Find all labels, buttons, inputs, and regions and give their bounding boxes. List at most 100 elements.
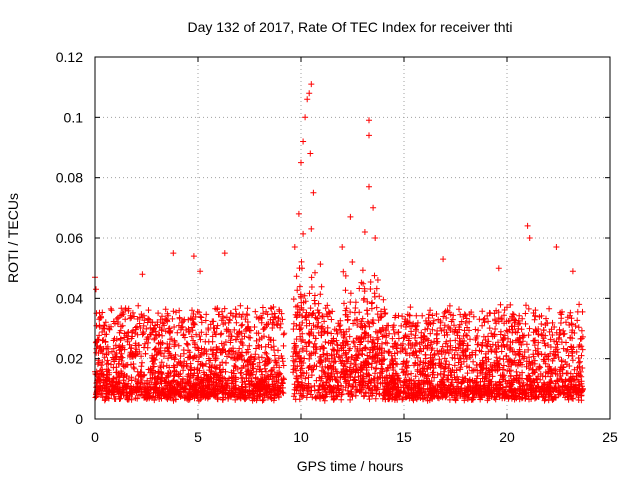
data-point [170,364,177,371]
data-point [134,378,141,385]
x-tick-label: 15 [396,429,412,445]
data-point [257,391,264,398]
data-point [297,333,304,340]
data-point [346,347,352,354]
data-point [183,381,190,387]
data-point [428,359,435,366]
data-point [577,372,583,379]
data-point [198,376,205,383]
data-point [574,308,581,315]
data-point [393,344,400,351]
data-point [323,379,330,385]
data-point [378,370,385,377]
data-point [477,396,484,403]
data-point [239,311,246,318]
data-point [485,318,492,325]
data-point [194,365,201,372]
data-point [279,316,286,323]
data-point [469,349,476,356]
data-point [292,384,299,391]
data-point [493,354,500,361]
data-point [135,372,142,379]
data-point [176,391,183,398]
data-point [351,361,358,368]
data-point [442,340,449,347]
data-point [398,342,404,349]
data-point [128,329,135,336]
data-point [233,310,240,317]
data-point [189,327,196,334]
data-point [99,329,106,335]
data-point [519,332,526,339]
data-point [125,307,132,314]
data-point [364,352,371,359]
data-point [474,333,481,339]
data-point [237,338,244,345]
data-point [340,333,347,339]
data-point [451,328,458,335]
data-point [486,371,493,378]
data-point [209,338,216,345]
data-point [158,370,164,376]
data-point [542,322,549,328]
data-point [309,310,316,317]
data-point [301,292,308,299]
data-point [563,319,569,326]
data-point [320,368,327,375]
data-point [218,368,225,375]
data-point [351,339,357,346]
data-point [578,392,585,399]
data-point [229,380,235,387]
data-point [413,312,420,319]
data-point [363,307,370,314]
data-point [515,325,522,332]
data-point [346,333,353,340]
data-point [143,325,150,332]
data-point [128,361,134,368]
data-point [451,369,458,376]
data-point [157,339,164,346]
data-point [338,396,345,403]
data-point [499,384,506,391]
data-point [96,322,103,329]
data-point [232,349,239,356]
data-point [354,322,361,328]
data-point [392,340,399,347]
data-point [227,310,234,317]
data-point [462,320,469,326]
data-point [385,350,392,356]
data-point [293,336,300,343]
data-point [165,380,172,387]
data-point [352,377,358,384]
data-point [155,310,162,317]
data-point [517,335,523,342]
data-point [214,322,221,329]
data-point [263,350,270,357]
data-point [414,354,421,361]
data-point [361,392,368,399]
data-point [279,358,286,365]
data-point [124,336,131,343]
data-point [316,374,323,381]
data-point [253,345,259,352]
data-point [217,387,224,394]
data-point [291,244,298,250]
data-point [179,379,186,385]
data-point [264,321,271,328]
data-point [320,344,327,351]
data-point [516,356,523,363]
data-point [277,320,284,327]
data-point [153,379,160,386]
data-point [190,311,197,317]
data-point [516,396,523,403]
data-point [507,344,514,351]
data-point [295,210,302,217]
data-point [316,394,323,401]
data-point [156,396,163,402]
data-point [154,321,161,328]
data-point [280,362,287,369]
chart-title: Day 132 of 2017, Rate Of TEC Index for r… [187,19,512,35]
data-point [293,387,300,394]
data-point [247,354,254,361]
data-point [232,314,239,320]
